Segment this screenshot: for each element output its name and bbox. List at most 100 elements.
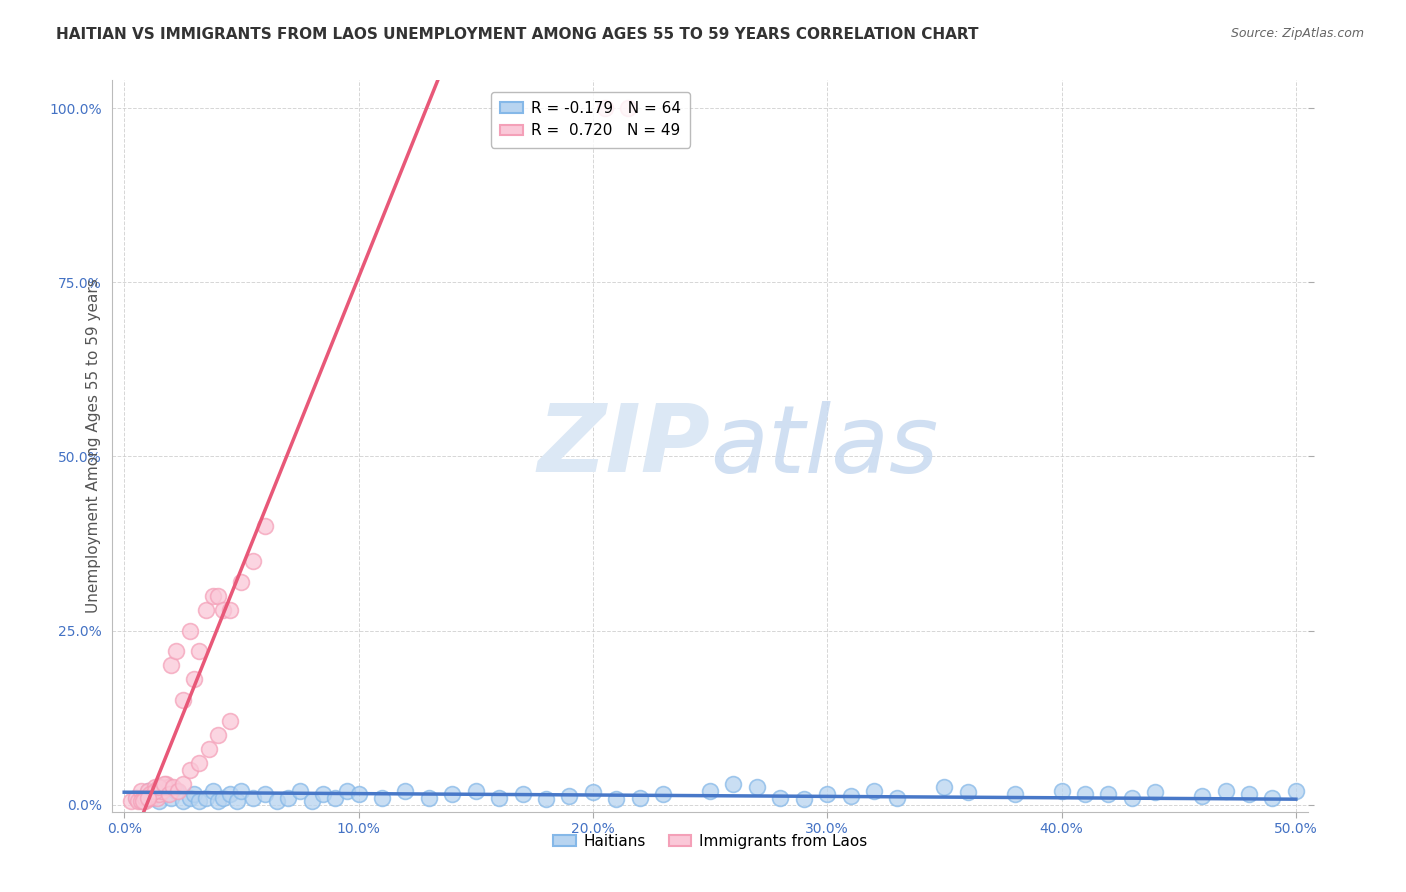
- Point: [1121, 790, 1143, 805]
- Point: [139, 790, 162, 805]
- Point: [512, 787, 534, 801]
- Y-axis label: Unemployment Among Ages 55 to 59 years: Unemployment Among Ages 55 to 59 years: [86, 278, 101, 614]
- Point: [148, 794, 170, 808]
- Point: [1215, 784, 1237, 798]
- Point: [956, 785, 979, 799]
- Point: [863, 784, 886, 798]
- Point: [699, 784, 721, 798]
- Point: [172, 693, 194, 707]
- Point: [211, 603, 233, 617]
- Point: [179, 790, 201, 805]
- Point: [253, 787, 276, 801]
- Point: [1237, 787, 1260, 801]
- Point: [225, 794, 247, 808]
- Point: [160, 658, 183, 673]
- Point: [242, 554, 264, 568]
- Point: [266, 794, 288, 808]
- Point: [143, 780, 166, 795]
- Point: [202, 784, 225, 798]
- Text: HAITIAN VS IMMIGRANTS FROM LAOS UNEMPLOYMENT AMONG AGES 55 TO 59 YEARS CORRELATI: HAITIAN VS IMMIGRANTS FROM LAOS UNEMPLOY…: [56, 27, 979, 42]
- Point: [132, 794, 155, 808]
- Point: [593, 101, 616, 115]
- Point: [195, 603, 218, 617]
- Point: [136, 784, 159, 798]
- Point: [162, 780, 184, 795]
- Point: [441, 787, 464, 801]
- Point: [1074, 787, 1097, 801]
- Point: [253, 519, 276, 533]
- Point: [167, 784, 190, 798]
- Point: [157, 787, 180, 801]
- Point: [628, 790, 651, 805]
- Point: [188, 794, 211, 808]
- Point: [183, 787, 205, 801]
- Point: [172, 777, 194, 791]
- Point: [136, 790, 159, 805]
- Point: [323, 790, 346, 805]
- Point: [815, 787, 838, 801]
- Point: [488, 790, 510, 805]
- Point: [218, 714, 240, 728]
- Point: [218, 787, 240, 801]
- Text: atlas: atlas: [710, 401, 938, 491]
- Point: [141, 790, 163, 805]
- Point: [886, 790, 908, 805]
- Point: [132, 794, 155, 808]
- Point: [617, 101, 640, 115]
- Point: [207, 728, 229, 742]
- Point: [207, 589, 229, 603]
- Point: [165, 784, 187, 798]
- Point: [1285, 784, 1308, 798]
- Point: [188, 644, 211, 658]
- Point: [277, 790, 299, 805]
- Point: [139, 787, 162, 801]
- Point: [231, 574, 253, 589]
- Point: [1050, 784, 1073, 798]
- Point: [1144, 785, 1167, 799]
- Point: [605, 792, 627, 806]
- Point: [150, 784, 173, 798]
- Point: [347, 787, 370, 801]
- Point: [534, 792, 557, 806]
- Point: [464, 784, 486, 798]
- Point: [793, 792, 815, 806]
- Point: [129, 784, 152, 798]
- Point: [1191, 789, 1213, 804]
- Point: [125, 790, 148, 805]
- Point: [418, 790, 440, 805]
- Point: [146, 790, 169, 805]
- Point: [143, 784, 166, 798]
- Point: [120, 794, 142, 808]
- Point: [179, 763, 201, 777]
- Point: [231, 784, 253, 798]
- Point: [1097, 787, 1119, 801]
- Point: [769, 790, 792, 805]
- Point: [1261, 790, 1284, 805]
- Point: [141, 787, 163, 801]
- Point: [134, 794, 156, 808]
- Point: [211, 790, 233, 805]
- Point: [582, 785, 605, 799]
- Point: [125, 790, 148, 805]
- Point: [652, 787, 675, 801]
- Point: [165, 644, 187, 658]
- Point: [723, 777, 745, 791]
- Point: [136, 784, 159, 798]
- Point: [127, 794, 149, 808]
- Text: Source: ZipAtlas.com: Source: ZipAtlas.com: [1230, 27, 1364, 40]
- Point: [188, 756, 211, 770]
- Point: [242, 790, 264, 805]
- Text: ZIP: ZIP: [537, 400, 710, 492]
- Point: [183, 673, 205, 687]
- Point: [202, 589, 225, 603]
- Point: [934, 780, 956, 795]
- Point: [288, 784, 311, 798]
- Point: [745, 780, 768, 795]
- Legend: Haitians, Immigrants from Laos: Haitians, Immigrants from Laos: [547, 828, 873, 855]
- Point: [129, 794, 152, 808]
- Point: [155, 777, 177, 791]
- Point: [1004, 787, 1026, 801]
- Point: [160, 790, 183, 805]
- Point: [134, 790, 156, 805]
- Point: [336, 784, 359, 798]
